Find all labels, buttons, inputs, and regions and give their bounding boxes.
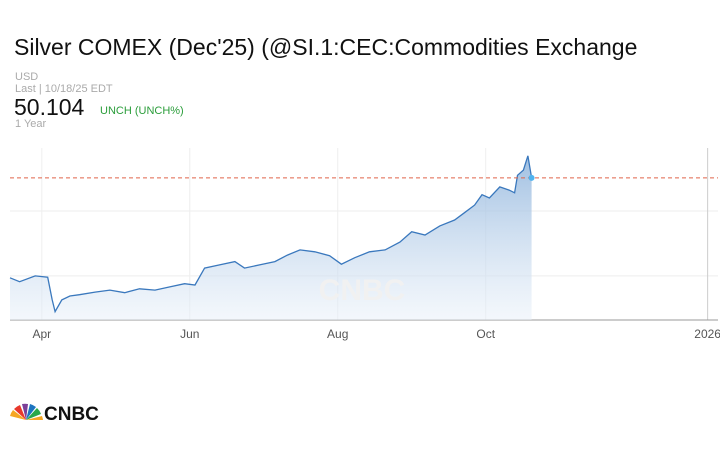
x-tick-label: Aug [327, 327, 348, 341]
x-tick-label: Jun [180, 327, 199, 341]
watermark: CNBC [319, 274, 406, 307]
x-tick-label: 2026 [694, 327, 720, 341]
x-tick-label: Oct [476, 327, 495, 341]
area [10, 155, 532, 320]
last-time: Last | 10/18/25 EDT [15, 83, 113, 95]
last-point [528, 174, 535, 181]
x-tick-label: Apr [32, 327, 51, 341]
brand-name: CNBC [44, 404, 99, 425]
last-price: 50.104 [14, 94, 85, 120]
chart-title: Silver COMEX (Dec'25) (@SI.1:CEC:Commodi… [14, 34, 637, 60]
change: UNCH (UNCH%) [100, 105, 184, 117]
currency: USD [15, 71, 38, 83]
range-label: 1 Year [15, 118, 47, 130]
plot: Apr Jun Aug Oct 2026 [9, 148, 720, 341]
brand-logo: CNBC [10, 403, 99, 425]
price-line [9, 155, 533, 314]
